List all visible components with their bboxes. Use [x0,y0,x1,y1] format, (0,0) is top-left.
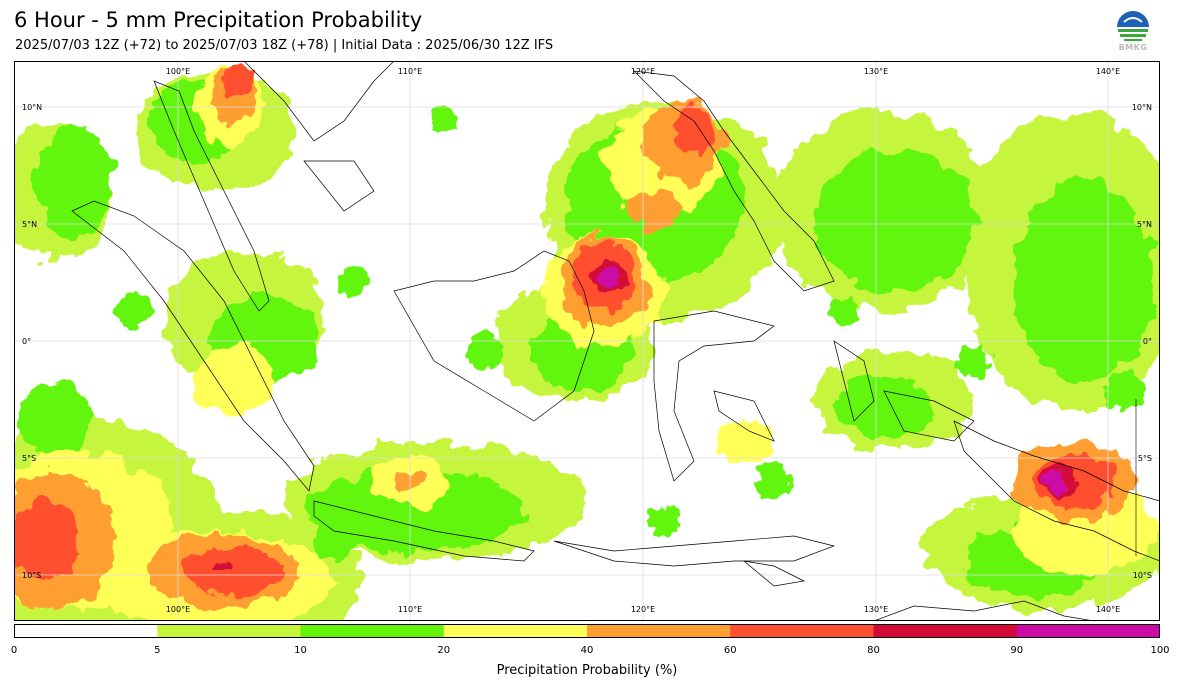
map-subtitle: 2025/07/03 12Z (+72) to 2025/07/03 18Z (… [15,38,554,53]
lon-label-top-130: 130°E [864,67,888,76]
lat-label-left-5s: 5°S [22,454,36,463]
lat-label-left-10s: 10°S [22,571,41,580]
colorbar-title: Precipitation Probability (%) [496,663,678,678]
precip-speckle-layer [116,107,1144,561]
colorbar-tick-label: 60 [723,645,737,656]
colorbar-segment [300,624,445,638]
lon-label-top-100: 100°E [166,67,190,76]
lon-label-bottom-110: 110°E [398,605,422,614]
colorbar-tick-label: 40 [580,645,594,656]
colorbar-segment [873,624,1018,638]
colorbar-tick-label: 0 [10,645,18,656]
lon-label-bottom-100: 100°E [166,605,190,614]
precipitation-map: 100°E 110°E 120°E 130°E 140°E 100°E 110°… [14,61,1160,621]
lon-label-top-140: 140°E [1096,67,1120,76]
map-title: 6 Hour - 5 mm Precipitation Probability [14,8,423,32]
lat-label-right-10s: 10°S [1133,571,1152,580]
colorbar-tick-label: 20 [437,645,451,656]
lat-label-right-10n: 10°N [1132,103,1152,112]
colorbar-segment [587,624,731,638]
colorbar-segment [157,624,301,638]
colorbar-tick-label: 100 [1150,645,1170,656]
lon-label-bottom-140: 140°E [1096,605,1120,614]
colorbar-segment [1016,624,1160,638]
lon-label-bottom-130: 130°E [864,605,888,614]
colorbar-segment [443,624,588,638]
lon-label-bottom-120: 120°E [631,605,655,614]
colorbar-tick-label: 90 [1010,645,1024,656]
lat-label-left-eq: 0° [22,337,31,346]
lat-label-left-5n: 5°N [22,220,37,229]
bmkg-logo-icon [1117,11,1149,43]
graticule [14,61,1160,621]
colorbar-tick-label: 10 [294,645,307,656]
colorbar [14,624,1160,638]
colorbar-segment [730,624,874,638]
coastlines [71,61,1160,621]
precip-field-layer [14,66,1160,621]
lat-label-left-10n: 10°N [22,103,42,112]
lon-label-top-120: 120°E [631,67,655,76]
lon-label-top-110: 110°E [398,67,422,76]
lat-label-right-5n: 5°N [1137,220,1152,229]
colorbar-segment [14,624,158,638]
map-border [14,61,1160,621]
colorbar-tick-label: 5 [154,645,161,656]
logo-label: BMKG [1118,43,1148,52]
lat-label-right-5s: 5°S [1138,454,1152,463]
colorbar-tick-label: 80 [867,645,880,656]
lat-label-right-eq: 0° [1143,337,1152,346]
